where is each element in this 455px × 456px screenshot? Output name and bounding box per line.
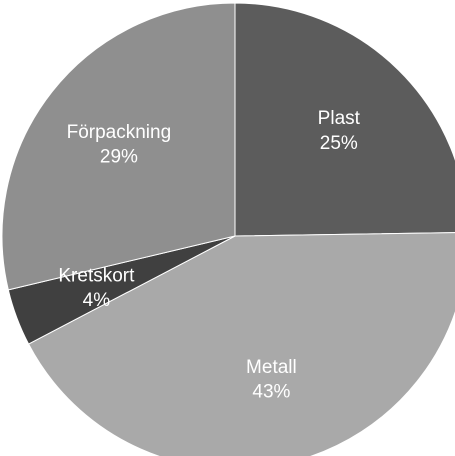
slice-category-label: Metall [246, 357, 297, 378]
pie-label-forpackning: Förpackning 29% [67, 122, 172, 168]
pie-label-plast: Plast 25% [318, 108, 361, 154]
slice-percent-label: 43% [252, 382, 290, 403]
pie-label-kretskort: Kretskort 4% [58, 265, 135, 311]
pie-labels: Plast 25% Metall 43% Kretskort 4% Förpackning 2… [58, 108, 360, 403]
slice-category-label: Plast [318, 108, 361, 129]
slice-category-label: Kretskort [58, 265, 135, 286]
pie-slice-plast [234, 2, 455, 237]
slice-category-label: Förpackning [67, 122, 172, 143]
pie-label-metall: Metall 43% [246, 357, 297, 403]
pie-slice-forpackning [1, 2, 236, 291]
slice-percent-label: 25% [320, 133, 358, 154]
slice-percent-label: 29% [100, 147, 138, 168]
slice-percent-label: 4% [83, 290, 111, 311]
